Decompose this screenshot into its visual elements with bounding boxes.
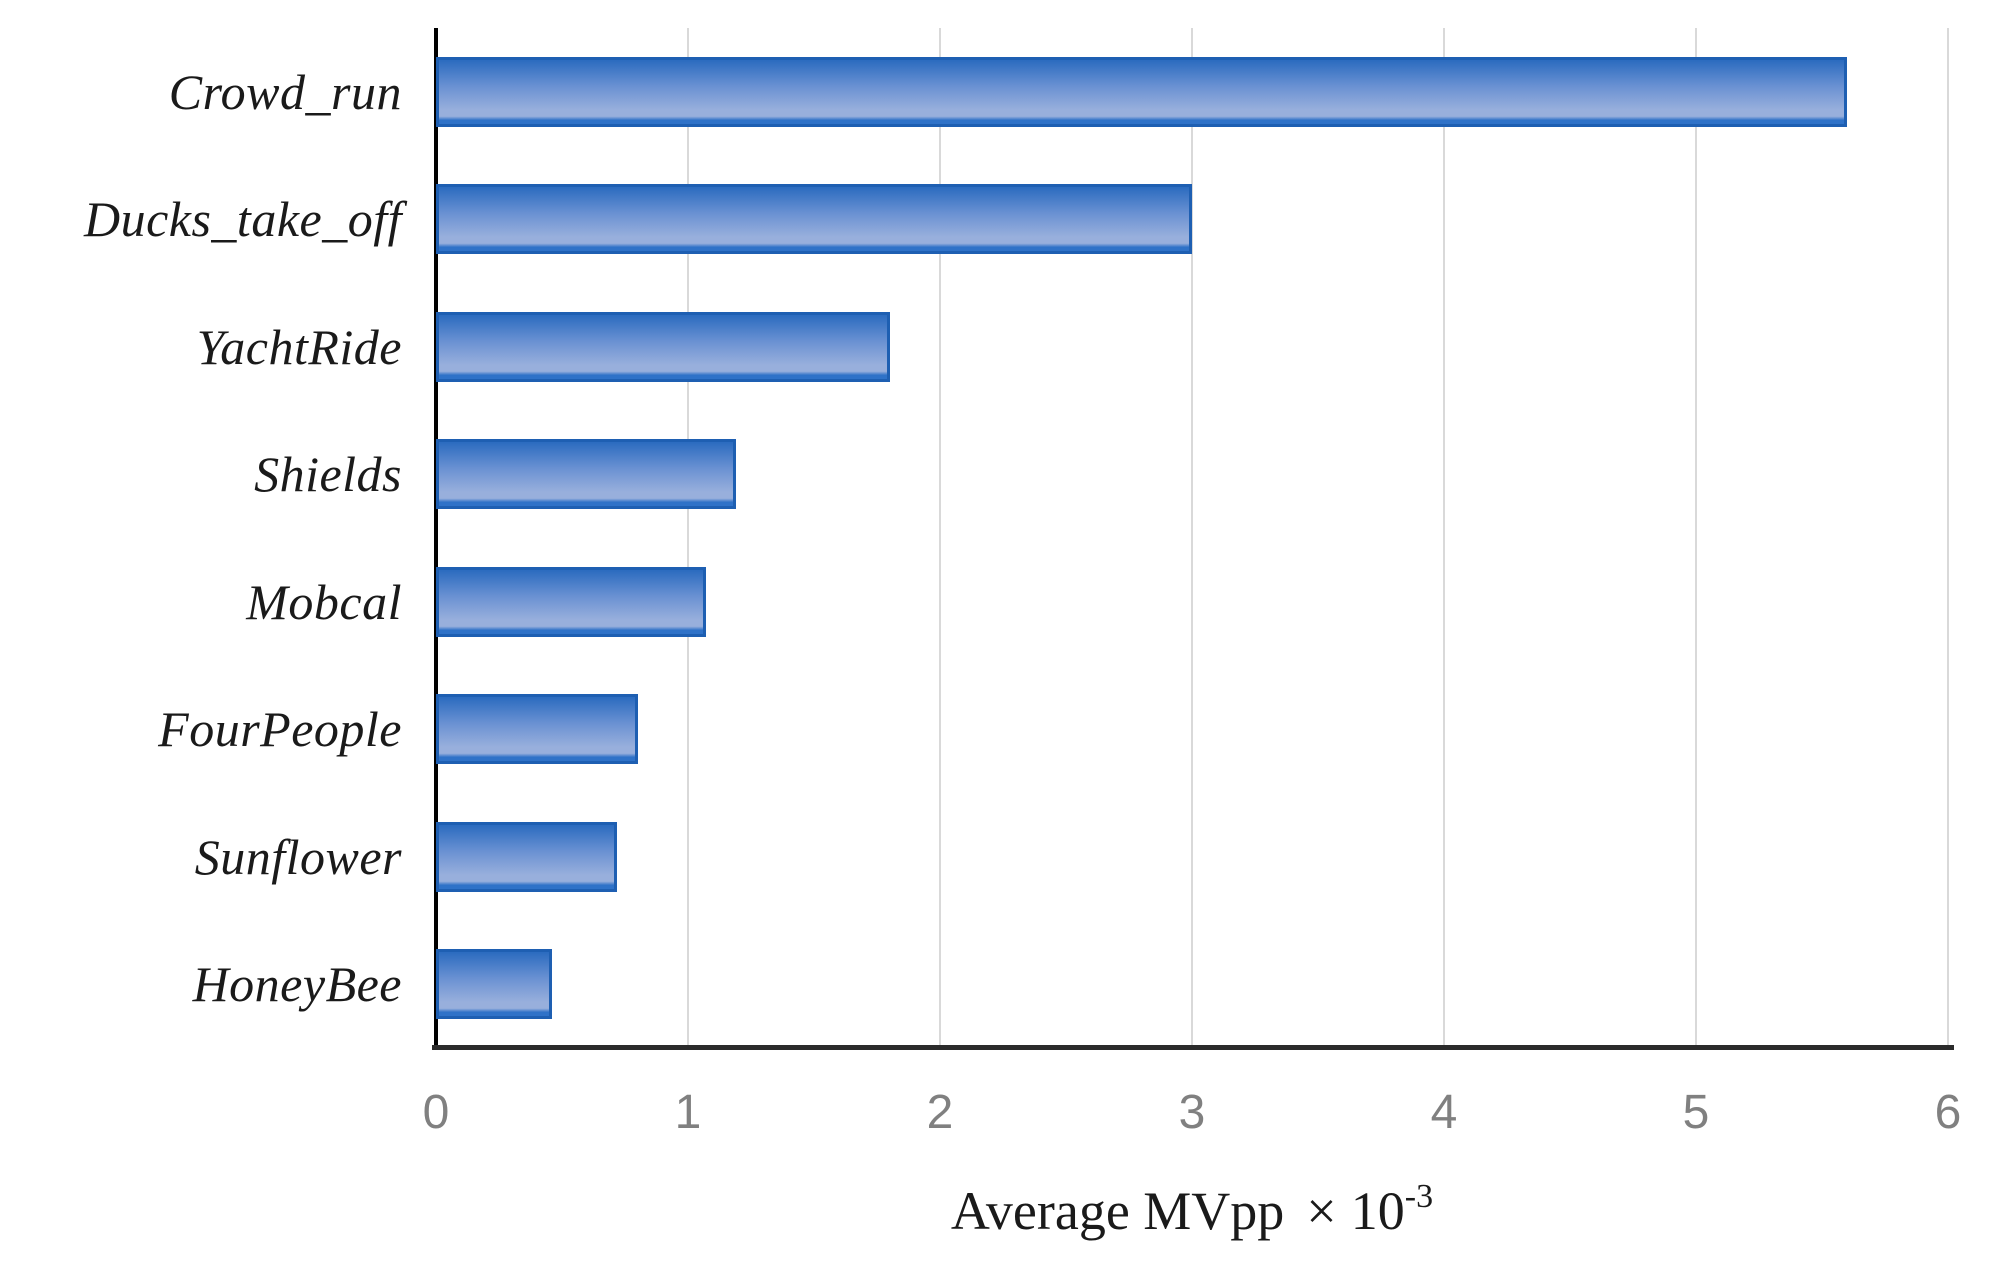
category-label-YachtRide: YachtRide (196, 318, 402, 375)
bar-track (436, 921, 1948, 1049)
bar-track (436, 538, 1948, 666)
bar-HoneyBee (436, 949, 552, 1020)
chart-row: Crowd_run (0, 28, 1948, 156)
chart-row: FourPeople (0, 666, 1948, 794)
bar-track (436, 411, 1948, 539)
x-axis-line (432, 1045, 1954, 1050)
bar-track (436, 666, 1948, 794)
x-tick-label-3: 3 (1178, 1086, 1206, 1139)
multiplication-sign: × (1306, 1181, 1337, 1241)
bar-Sunflower (436, 821, 618, 892)
chart-row: Ducks_take_off (0, 156, 1948, 284)
category-label-FourPeople: FourPeople (158, 701, 402, 758)
gridline-x-5 (1695, 28, 1697, 1048)
x-tick-label-0: 0 (422, 1086, 450, 1139)
bar-Ducks_take_off (436, 184, 1192, 255)
bar-Crowd_run (436, 56, 1848, 127)
gridline-x-1 (687, 28, 689, 1048)
category-label-Sunflower: Sunflower (194, 828, 402, 885)
bar-Shields (436, 439, 736, 510)
x-tick-label-2: 2 (926, 1086, 954, 1139)
chart-row: Sunflower (0, 793, 1948, 921)
chart-row: Shields (0, 411, 1948, 539)
category-label-HoneyBee: HoneyBee (192, 956, 402, 1013)
x-axis-title-exponent: -3 (1404, 1178, 1434, 1215)
bar-YachtRide (436, 311, 890, 382)
x-tick-label-1: 1 (674, 1086, 702, 1139)
bar-track (436, 793, 1948, 921)
x-tick-label-5: 5 (1682, 1086, 1710, 1139)
bar-track (436, 283, 1948, 411)
chart-row: HoneyBee (0, 921, 1948, 1049)
bars-group: Crowd_run Ducks_take_off YachtRide Shields M… (0, 28, 1948, 1048)
y-axis-line (434, 28, 438, 1050)
bar-track (436, 28, 1948, 156)
x-axis-title: Average MVpp × 10-3 (436, 1178, 1948, 1242)
chart-row: YachtRide (0, 283, 1948, 411)
x-tick-label-4: 4 (1430, 1086, 1458, 1139)
category-label-Crowd_run: Crowd_run (168, 63, 402, 120)
category-label-Ducks_take_off: Ducks_take_off (83, 191, 402, 248)
x-axis-title-base: 10 (1350, 1181, 1405, 1241)
plot-area (432, 28, 1954, 1050)
gridline-x-2 (939, 28, 941, 1048)
chart-row: Mobcal (0, 538, 1948, 666)
x-axis-tick-labels: 0 1 2 3 4 5 6 (423, 1085, 1962, 1155)
bar-Mobcal (436, 566, 706, 637)
gridline-x-4 (1443, 28, 1445, 1048)
bar-FourPeople (436, 694, 638, 765)
category-label-Shields: Shields (254, 446, 402, 503)
x-tick-label-6: 6 (1934, 1086, 1962, 1139)
bar-track (436, 156, 1948, 284)
gridline-x-3 (1191, 28, 1193, 1048)
x-axis-title-prefix: Average MVpp (950, 1181, 1285, 1241)
category-label-Mobcal: Mobcal (246, 573, 402, 630)
gridline-x-6 (1947, 28, 1949, 1048)
